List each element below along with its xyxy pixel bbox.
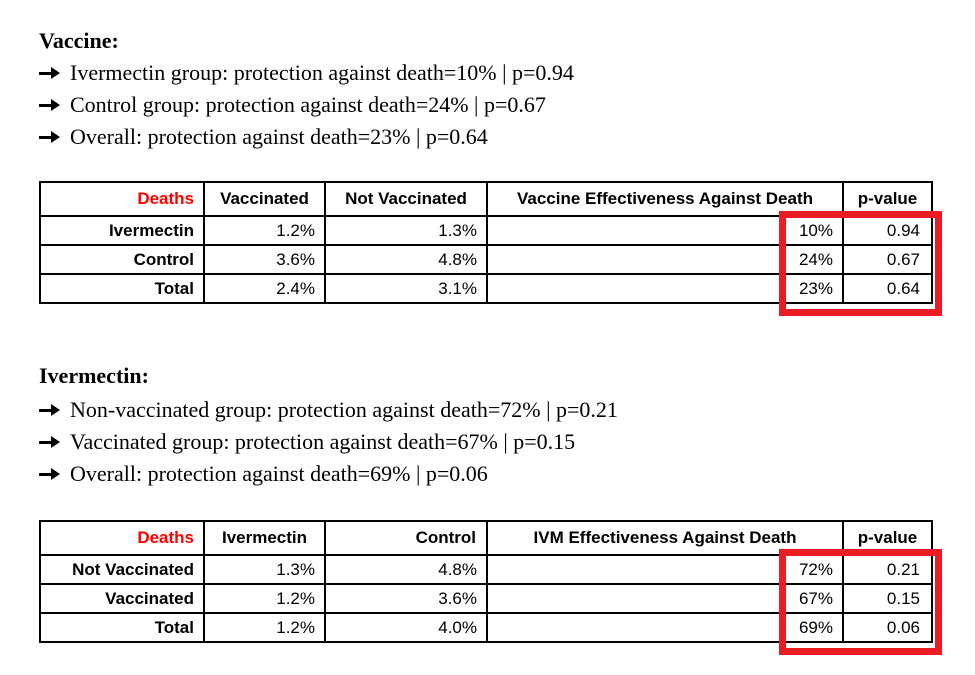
bullet-text: Overall: protection against death=23% | … (70, 124, 488, 149)
table-cell: 1.2% (203, 612, 326, 643)
table-cell: 3.6% (203, 244, 326, 275)
table-row: Vaccinated 1.2% 3.6% 67% 0.15 (39, 583, 933, 614)
bullet-text: Overall: protection against death=69% | … (70, 461, 488, 486)
column-header-control: Control (324, 520, 488, 556)
bullet-text: Non-vaccinated group: protection against… (70, 397, 618, 422)
arrow-right-icon (39, 67, 61, 80)
bullet-line: Control group: protection against death=… (39, 89, 574, 121)
bullet-text: Control group: protection against death=… (70, 92, 546, 117)
bullet-line: Ivermectin group: protection against dea… (39, 57, 574, 89)
bullet-line: Overall: protection against death=23% | … (39, 121, 574, 153)
arrow-right-icon (39, 404, 61, 417)
table-row: Total 1.2% 4.0% 69% 0.06 (39, 612, 933, 643)
vaccine-effectiveness-table: Deaths Vaccinated Not Vaccinated Vaccine… (39, 181, 933, 304)
table-cell: 1.2% (203, 583, 326, 614)
arrow-right-icon (39, 131, 61, 144)
bullet-line: Non-vaccinated group: protection against… (39, 394, 618, 426)
ivermectin-bullet-list: Non-vaccinated group: protection against… (39, 394, 618, 490)
bullet-line: Overall: protection against death=69% | … (39, 458, 618, 490)
vaccine-bullet-list: Ivermectin group: protection against dea… (39, 57, 574, 153)
table-cell: 1.3% (324, 215, 488, 246)
table-cell: 0.06 (842, 612, 933, 643)
row-label: Total (39, 273, 205, 304)
section-heading-ivermectin: Ivermectin: (39, 363, 149, 388)
table-row: Not Vaccinated 1.3% 4.8% 72% 0.21 (39, 554, 933, 585)
section-heading-vaccine: Vaccine: (39, 28, 119, 53)
highlight-box-ivm-results (779, 549, 942, 655)
row-label: Total (39, 612, 205, 643)
table-cell: 0.67 (842, 244, 933, 275)
table-cell: 0.64 (842, 273, 933, 304)
bullet-text: Ivermectin group: protection against dea… (70, 60, 574, 85)
table-cell: 1.2% (203, 215, 326, 246)
arrow-right-icon (39, 436, 61, 449)
table-cell: 0.21 (842, 554, 933, 585)
table-cell: 0.15 (842, 583, 933, 614)
row-label: Ivermectin (39, 215, 205, 246)
table-header-row: Deaths Vaccinated Not Vaccinated Vaccine… (39, 181, 933, 217)
row-label: Not Vaccinated (39, 554, 205, 585)
column-header-ivermectin: Ivermectin (203, 520, 326, 556)
column-header-not-vaccinated: Not Vaccinated (324, 181, 488, 217)
table-cell: 3.1% (324, 273, 488, 304)
column-header-effectiveness: Vaccine Effectiveness Against Death (486, 181, 844, 217)
row-label: Control (39, 244, 205, 275)
table-cell: 3.6% (324, 583, 488, 614)
table-cell: 2.4% (203, 273, 326, 304)
table-cell: 4.0% (324, 612, 488, 643)
arrow-right-icon (39, 99, 61, 112)
table-cell: 1.3% (203, 554, 326, 585)
column-header-vaccinated: Vaccinated (203, 181, 326, 217)
bullet-line: Vaccinated group: protection against dea… (39, 426, 618, 458)
highlight-box-vaccine-results (779, 211, 942, 316)
column-header-deaths: Deaths (39, 520, 205, 556)
table-cell: 0.94 (842, 215, 933, 246)
table-cell: 4.8% (324, 244, 488, 275)
arrow-right-icon (39, 468, 61, 481)
table-cell: 4.8% (324, 554, 488, 585)
column-header-deaths: Deaths (39, 181, 205, 217)
bullet-text: Vaccinated group: protection against dea… (70, 429, 576, 454)
row-label: Vaccinated (39, 583, 205, 614)
